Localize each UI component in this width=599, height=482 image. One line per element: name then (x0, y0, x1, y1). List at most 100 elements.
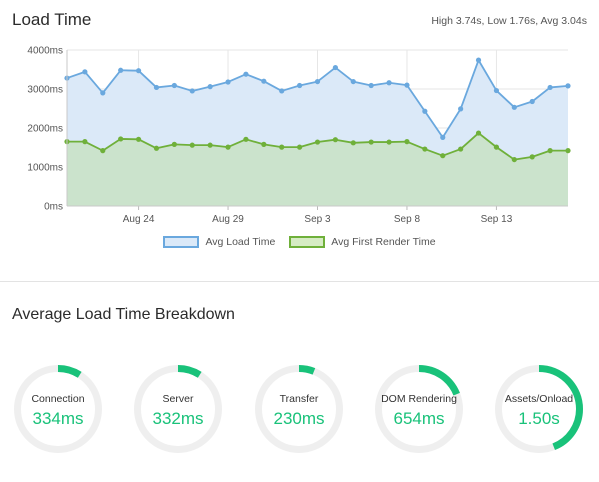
x-tick-label: Sep 3 (304, 214, 331, 225)
point-render (350, 140, 356, 146)
gauge-ring (375, 365, 463, 453)
point-load (297, 82, 303, 89)
point-render (565, 148, 571, 154)
gauge-ring (134, 365, 222, 453)
breakdown-panel: Average Load Time Breakdown Connection 3… (0, 282, 599, 482)
load-time-title: Load Time (12, 10, 92, 29)
gauge-value: 334ms (32, 409, 84, 428)
point-render (422, 146, 428, 152)
point-render (207, 142, 213, 148)
gauge-progress-arc (375, 365, 463, 453)
point-load (529, 98, 535, 105)
point-load (314, 78, 321, 85)
y-tick-label: 3000ms (27, 85, 63, 96)
point-load (493, 87, 500, 94)
gauge-label: Transfer (279, 393, 319, 405)
gauge-ring (14, 365, 102, 453)
breakdown-title: Average Load Time Breakdown (12, 306, 235, 323)
point-load (279, 88, 285, 94)
gauge-connection: Connection 334ms (13, 364, 103, 454)
point-render (135, 136, 142, 142)
point-render (82, 139, 88, 145)
point-render (171, 141, 177, 147)
point-load (118, 67, 124, 73)
x-tick-label: Sep 8 (394, 214, 421, 225)
point-load (135, 68, 142, 74)
point-render (440, 153, 446, 159)
gauge-ring (495, 365, 583, 453)
point-load (422, 108, 428, 114)
load-time-summary: High 3.74s, Low 1.76s, Avg 3.04s (431, 15, 587, 27)
point-render (225, 144, 231, 150)
point-load (511, 104, 517, 110)
point-load (332, 64, 338, 71)
point-render (332, 137, 338, 143)
point-load (440, 134, 446, 140)
legend-item-render[interactable]: Avg First Render Time (289, 236, 436, 248)
point-render (386, 139, 392, 145)
gauge-label: Assets/Onload (504, 393, 574, 405)
load-time-chart: 0ms 1000ms 2000ms 3000ms 4000ms Aug 24 Aug 29 S… (27, 46, 571, 225)
point-render (118, 136, 124, 142)
gauge-progress-arc (255, 365, 343, 453)
gauge-label: Server (162, 393, 194, 405)
y-tick-label: 1000ms (27, 163, 63, 174)
point-render (279, 144, 285, 150)
legend-item-load[interactable]: Avg Load Time (163, 236, 275, 248)
gauge-value: 654ms (393, 409, 445, 428)
point-load (350, 78, 356, 85)
point-load (404, 82, 410, 88)
gauge-value: 230ms (273, 409, 325, 428)
point-load (547, 84, 553, 91)
point-render (153, 145, 160, 151)
gauge-row: Connection 334ms Server 332ms Transfer 2… (0, 364, 599, 474)
gauge-progress-arc (134, 365, 222, 453)
point-render (458, 146, 464, 152)
point-load (386, 80, 392, 86)
legend-label-load: Avg Load Time (205, 236, 276, 248)
point-load (368, 82, 374, 89)
point-render (511, 156, 517, 163)
point-load (100, 90, 106, 96)
legend-swatch-render (289, 236, 326, 248)
y-tick-label: 4000ms (27, 46, 63, 57)
chart-legend: Avg Load Time Avg First Render Time (0, 236, 599, 248)
gauge-transfer: Transfer 230ms (254, 364, 344, 454)
point-load (565, 83, 571, 89)
point-load (243, 71, 249, 77)
point-load (458, 106, 464, 112)
gauge-assets-onload: Assets/Onload 1.50s (494, 364, 584, 454)
point-render (261, 141, 267, 147)
point-render (475, 130, 482, 136)
legend-swatch-load (163, 236, 200, 248)
point-load (153, 84, 160, 91)
x-tick-label: Aug 24 (123, 214, 155, 225)
point-render (529, 154, 535, 160)
gauge-label: Connection (31, 393, 85, 405)
gauge-label: DOM Rendering (381, 393, 457, 405)
point-load (225, 79, 231, 85)
point-load (207, 84, 213, 90)
point-load (171, 82, 177, 89)
gauge-progress-arc (14, 365, 102, 453)
point-load (82, 69, 88, 75)
point-load (475, 57, 482, 63)
gauge-dom-rendering: DOM Rendering 654ms (374, 364, 464, 454)
section-divider (0, 281, 599, 282)
legend-label-render: Avg First Render Time (331, 236, 436, 248)
point-render (493, 144, 500, 150)
point-load (189, 88, 195, 94)
y-tick-label: 0ms (44, 202, 63, 213)
point-render (297, 144, 303, 150)
point-render (100, 148, 106, 154)
gauge-progress-arc (495, 365, 583, 453)
point-load (261, 78, 267, 84)
gauge-value: 332ms (152, 409, 204, 428)
point-render (368, 139, 374, 145)
gauge-value: 1.50s (518, 409, 560, 428)
y-tick-label: 2000ms (27, 124, 63, 135)
point-render (243, 136, 249, 142)
x-tick-label: Aug 29 (212, 214, 244, 225)
gauge-server: Server 332ms (133, 364, 223, 454)
gauge-ring (255, 365, 343, 453)
